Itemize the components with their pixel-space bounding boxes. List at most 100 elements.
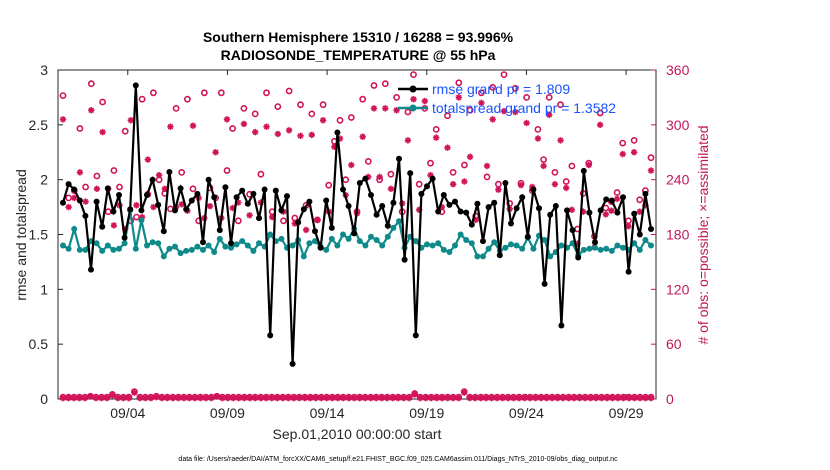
rmse-point <box>166 169 173 175</box>
y-tick-label: 2 <box>40 172 48 188</box>
obs-assimilated-star <box>370 105 378 112</box>
totalspread-point <box>636 246 643 253</box>
totalspread-point <box>547 253 554 260</box>
totalspread-point <box>267 231 274 238</box>
obs-assimilated-star-stroke <box>246 212 253 219</box>
totalspread-point <box>597 246 604 253</box>
obs-assimilated_bottom-star-stroke <box>93 395 99 401</box>
obs-assimilated-star <box>359 133 366 140</box>
totalspread-point <box>93 240 100 247</box>
obs-assimilated_bottom-star <box>450 394 457 402</box>
obs-assimilated-star-stroke <box>427 172 434 178</box>
obs-possible-circle <box>217 89 225 97</box>
obs-assimilated-star <box>189 122 197 129</box>
obs-assimilated-star <box>483 162 491 170</box>
obs-possible-circle <box>121 127 129 135</box>
obs-assimilated_bottom-star <box>312 394 319 402</box>
obs-possible-circle <box>483 173 491 181</box>
totalspread-point <box>312 238 318 245</box>
obs-assimilated-star-stroke <box>241 121 247 127</box>
rmse-point <box>244 200 251 207</box>
totalspread-point <box>452 242 458 249</box>
obs-assimilated_bottom-star <box>515 394 523 402</box>
rmse-point <box>620 194 626 201</box>
obs-assimilated_bottom-star-stroke <box>373 395 380 401</box>
obs-possible-circle <box>381 80 389 88</box>
totalspread-point <box>121 240 128 247</box>
y-tick-label: 2.5 <box>29 117 49 133</box>
totalspread-point <box>155 240 162 247</box>
totalspread-point <box>166 245 173 252</box>
obs-assimilated_bottom-star <box>521 394 528 402</box>
rmse-point <box>592 239 598 246</box>
totalspread-point <box>239 238 246 245</box>
legend: rmse grand pr = 1.809 totalspread grand … <box>398 81 616 116</box>
obs-assimilated_bottom-star <box>301 394 308 402</box>
obs-assimilated-star <box>274 130 281 138</box>
obs-assimilated_bottom-star <box>252 394 259 402</box>
obs-assimilated_bottom-star-stroke <box>389 395 396 401</box>
y-right-tick-label: 240 <box>666 172 690 188</box>
obs-assimilated-star-stroke <box>625 223 632 230</box>
obs-assimilated_bottom-star-stroke <box>543 395 550 401</box>
rmse-point <box>188 197 195 204</box>
obs-assimilated-star-stroke <box>557 137 564 144</box>
obs-assimilated_bottom-star <box>499 394 506 402</box>
rmse-point <box>132 82 139 89</box>
x-axis-ticks: 09/04 09/09 09/14 09/19 09/24 09/29 <box>110 70 644 421</box>
rmse-point <box>608 197 615 204</box>
rmse-point <box>446 201 453 208</box>
obs-assimilated-star <box>478 99 485 107</box>
y-right-axis-label: # of obs: o=possible; ×=assimilated <box>695 125 711 344</box>
obs-assimilated_bottom-star-stroke <box>291 395 297 401</box>
obs-assimilated-star <box>252 128 259 136</box>
obs-possible-circle <box>466 106 474 114</box>
totalspread-point <box>379 242 386 249</box>
rmse-point <box>340 186 346 193</box>
obs-assimilated_bottom-star-stroke <box>274 395 281 401</box>
obs-assimilated-star-stroke <box>563 185 569 191</box>
obs-assimilated_bottom-star-stroke <box>296 395 303 401</box>
totalspread-point <box>99 247 106 254</box>
totalspread-point <box>440 246 447 253</box>
obs-assimilated-star <box>489 116 496 123</box>
obs-possible-circle <box>234 217 242 225</box>
rmse-point <box>121 234 128 241</box>
obs-assimilated-star-stroke <box>602 211 609 218</box>
obs-assimilated_bottom-star <box>131 389 138 396</box>
obs-assimilated_bottom-star-stroke <box>98 395 105 401</box>
obs-assimilated-star <box>65 203 72 211</box>
obs-assimilated-star-stroke <box>523 120 530 126</box>
rmse-point <box>575 254 582 261</box>
obs-assimilated_bottom-star-stroke <box>120 395 127 401</box>
obs-assimilated_bottom-star-stroke <box>241 395 248 401</box>
totalspread-point <box>289 242 296 249</box>
totalspread-point <box>480 253 486 260</box>
rmse-point <box>233 194 240 201</box>
obs-possible-circle <box>325 181 333 189</box>
totalspread-point <box>250 247 257 254</box>
totalspread-point <box>485 245 492 252</box>
rmse-point <box>614 209 621 216</box>
x-tick-label: 09/04 <box>110 405 145 421</box>
totalspread-point <box>334 242 341 249</box>
obs-assimilated_bottom-star <box>636 394 644 402</box>
y-right-tick-label: 360 <box>666 62 690 78</box>
obs-assimilated-star-stroke <box>111 222 117 229</box>
obs-assimilated-star <box>240 120 248 128</box>
obs-assimilated-star <box>223 116 231 123</box>
obs-assimilated-star <box>557 137 564 144</box>
rmse-point <box>216 227 223 234</box>
totalspread-point <box>149 239 156 246</box>
totalspread-point <box>183 247 190 254</box>
obs-assimilated_bottom-star <box>164 394 171 402</box>
rmse-point <box>76 197 83 204</box>
totalspread-point <box>614 242 621 249</box>
obs-assimilated_bottom-star <box>565 394 572 402</box>
obs-assimilated_bottom-star-stroke <box>230 395 237 401</box>
obs-assimilated-star-stroke <box>371 105 377 112</box>
obs-assimilated_bottom-star <box>493 394 501 402</box>
rmse-point <box>384 222 391 229</box>
obs-assimilated_bottom-star-stroke <box>637 395 643 401</box>
rmse-point <box>261 186 268 193</box>
